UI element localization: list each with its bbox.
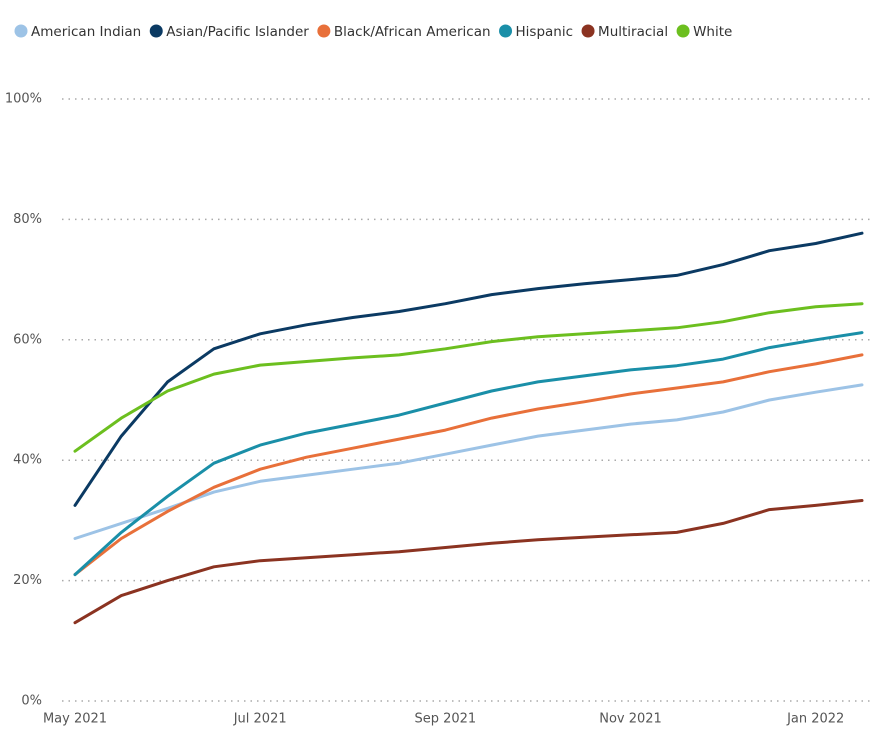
y-tick-label: 40% xyxy=(13,453,42,468)
x-tick-label: Nov 2021 xyxy=(599,712,662,727)
series-line xyxy=(73,499,864,625)
legend-label: American Indian xyxy=(31,24,141,40)
legend-marker xyxy=(581,24,595,38)
series-line xyxy=(73,353,864,577)
series-line xyxy=(73,383,864,540)
legend-label: White xyxy=(693,24,732,40)
legend-label: Hispanic xyxy=(516,24,574,40)
legend-marker xyxy=(149,24,163,38)
series-line xyxy=(73,302,864,453)
y-tick-label: 0% xyxy=(21,694,42,709)
y-tick-label: 80% xyxy=(13,212,42,227)
legend-label: Multiracial xyxy=(598,24,668,40)
x-tick-label: May 2021 xyxy=(43,712,107,727)
legend-marker xyxy=(499,24,513,38)
x-tick-label: Sep 2021 xyxy=(414,712,476,727)
x-tick-label: Jan 2022 xyxy=(786,712,844,727)
legend-marker xyxy=(676,24,690,38)
y-tick-label: 100% xyxy=(5,92,42,107)
legend-label: Asian/Pacific Islander xyxy=(166,24,309,40)
legend: American Indian Asian/Pacific Islander Bla… xyxy=(14,24,732,40)
legend-marker xyxy=(317,24,331,38)
series-line xyxy=(73,231,864,507)
legend-marker xyxy=(14,24,28,38)
x-tick-label: Jul 2021 xyxy=(233,712,287,727)
series-line xyxy=(73,331,864,577)
legend-label: Black/African American xyxy=(334,24,491,40)
y-tick-label: 60% xyxy=(13,332,42,347)
y-tick-label: 20% xyxy=(13,573,42,588)
